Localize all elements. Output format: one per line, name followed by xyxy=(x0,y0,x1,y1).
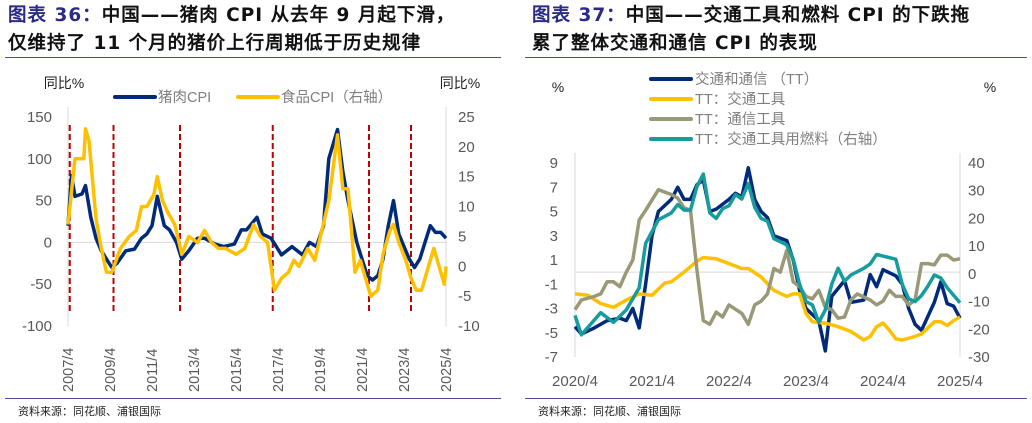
chart2-y-right-unit-label: % xyxy=(984,79,996,95)
chart1-x-tick-label: 2013/4 xyxy=(187,348,203,392)
chart1-y-left-tick-label: -50 xyxy=(30,276,52,293)
chart2-series-line-4 xyxy=(573,172,962,337)
chart1-y-right-unit-label: 同比% xyxy=(440,75,480,91)
chart2-y-right-tick-label: 30 xyxy=(968,183,985,200)
chart1-series-line-1 xyxy=(66,127,448,282)
right-footer-divider xyxy=(525,398,1027,399)
chart1-y-right-tick-label: 0 xyxy=(458,258,466,275)
chart2-y-left-unit-label: % xyxy=(552,79,564,95)
right-title-divider xyxy=(525,57,1027,58)
left-source: 资料来源：同花顺、浦银国际 xyxy=(18,405,161,418)
chart2-y-right-tick-label: -20 xyxy=(968,321,990,338)
chart1-x-tick-label: 2025/4 xyxy=(439,348,455,392)
chart1-legend-label-1: 猪肉CPI xyxy=(158,89,211,106)
chart2-y-right-tick-label: 0 xyxy=(968,266,976,283)
left-title-divider xyxy=(5,57,501,58)
chart2-y-left-tick-label: -1 xyxy=(545,276,558,293)
chart2-legend-label-1: 交通和通信 （TT） xyxy=(695,70,818,88)
chart1-y-right-tick-label: 10 xyxy=(458,199,475,216)
right-title-line1: 中国——交通工具和燃料 CPI 的下跌拖 xyxy=(625,5,971,26)
chart1-y-left-tick-label: -100 xyxy=(22,318,52,335)
chart2-y-left-tick-label: -3 xyxy=(545,301,558,318)
chart1-y-left-unit-label: 同比% xyxy=(44,75,84,91)
left-chart-title: 图表 36：中国——猪肉 CPI 从去年 9 月起下滑， xyxy=(8,2,455,30)
right-source: 资料来源：同花顺、浦银国际 xyxy=(538,405,681,418)
chart1-x-tick-label: 2021/4 xyxy=(355,348,371,392)
chart2-legend-label-2: TT：交通工具 xyxy=(695,90,785,108)
chart2-series-line-2 xyxy=(574,255,961,342)
chart1-y-right-tick-label: -5 xyxy=(458,288,471,305)
chart1-y-right-tick-label: 5 xyxy=(458,228,466,245)
chart2-y-left-tick-label: 5 xyxy=(550,204,558,221)
chart1-y-left-tick-label: 50 xyxy=(35,193,52,210)
chart2-x-tick-label: 2024/4 xyxy=(860,373,906,390)
chart1-x-tick-label: 2015/4 xyxy=(229,348,245,392)
left-footer-divider xyxy=(5,398,501,399)
right-title-line2: 累了整体交通和通信 CPI 的表现 xyxy=(532,33,818,54)
chart2-y-left-tick-label: -5 xyxy=(545,325,558,342)
chart1-x-tick-label: 2019/4 xyxy=(313,348,329,392)
chart2-legend-label-3: TT：通信工具 xyxy=(695,111,785,128)
chart2-y-right-tick-label: -10 xyxy=(968,294,990,311)
chart2-legend-label-4: TT：交通工具用燃料（右轴） xyxy=(695,130,887,148)
chart1-series-line-2 xyxy=(66,127,448,298)
chart1-x-tick-label: 2011/4 xyxy=(145,349,161,392)
chart2-y-right-tick-label: 20 xyxy=(968,210,985,227)
chart1-x-tick-label: 2007/4 xyxy=(61,348,77,392)
chart2-x-tick-label: 2022/4 xyxy=(706,373,752,390)
left-figure-number: 图表 36： xyxy=(8,5,102,26)
chart2-y-left-tick-label: 1 xyxy=(550,252,558,269)
chart2-y-left-tick-label: 9 xyxy=(550,155,558,172)
chart2-x-tick-label: 2020/4 xyxy=(552,373,598,390)
left-title-line2: 仅维持了 11 个月的猪价上行周期低于历史规律 xyxy=(8,33,422,54)
chart2-series-line-3 xyxy=(573,187,961,327)
chart2-x-tick-label: 2021/4 xyxy=(629,373,675,390)
chart1-y-right-tick-label: -10 xyxy=(458,318,480,335)
chart2-y-left-tick-label: 7 xyxy=(550,179,558,196)
chart1-y-right-tick-label: 25 xyxy=(458,109,475,126)
chart2-x-tick-label: 2025/4 xyxy=(937,373,983,390)
chart2-y-right-tick-label: 10 xyxy=(968,238,985,255)
right-figure-number: 图表 37： xyxy=(532,5,626,26)
chart2-y-right-tick-label: 40 xyxy=(968,155,985,172)
chart1-y-left-tick-label: 100 xyxy=(27,151,52,168)
chart1-y-right-tick-label: 20 xyxy=(458,139,475,156)
left-title-line1: 中国——猪肉 CPI 从去年 9 月起下滑， xyxy=(101,5,456,26)
chart1-y-right-tick-label: 15 xyxy=(458,169,475,186)
chart1-y-left-tick-label: 150 xyxy=(27,109,52,126)
chart1-legend-label-2: 食品CPI（右轴） xyxy=(281,89,392,106)
chart1-x-tick-label: 2023/4 xyxy=(397,348,413,392)
chart1-y-left-tick-label: 0 xyxy=(44,234,52,251)
right-chart-title: 图表 37：中国——交通工具和燃料 CPI 的下跌拖 xyxy=(532,2,970,30)
chart1-x-tick-label: 2017/4 xyxy=(271,348,287,392)
chart2-y-right-tick-label: -30 xyxy=(968,349,990,366)
chart2-y-left-tick-label: -7 xyxy=(545,349,558,366)
chart1-x-tick-label: 2009/4 xyxy=(103,348,119,392)
chart2-y-left-tick-label: 3 xyxy=(550,228,558,245)
chart2-x-tick-label: 2023/4 xyxy=(783,373,829,390)
